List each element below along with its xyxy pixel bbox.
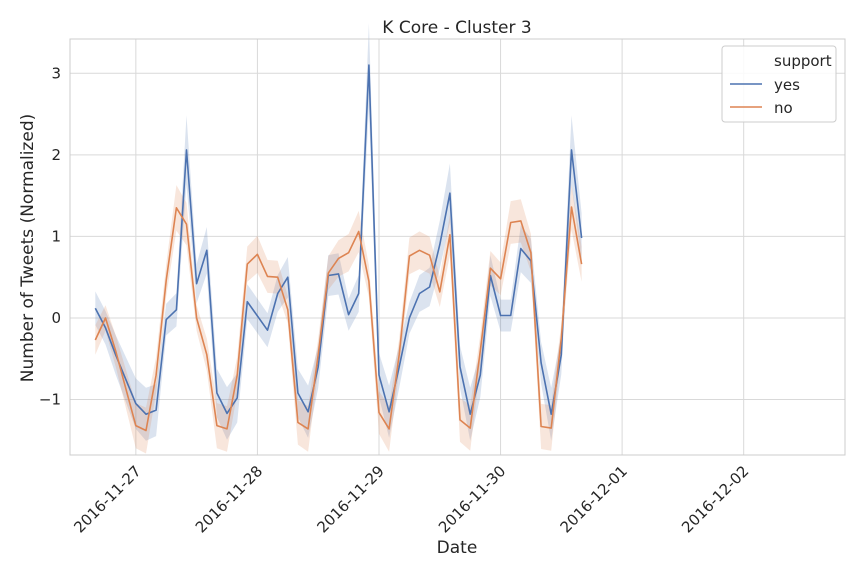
legend-entry-no: no — [774, 99, 793, 117]
series-line-no — [94, 206, 583, 432]
series-line-yes — [94, 64, 583, 416]
chart-title: K Core - Cluster 3 — [382, 18, 531, 38]
y-tick-label: 1 — [51, 227, 61, 245]
y-tick-label: 2 — [51, 146, 61, 164]
grid-lines — [70, 39, 845, 455]
x-axis-label: Date — [437, 538, 478, 558]
y-axis-label: Number of Tweets (Normalized) — [18, 114, 38, 382]
legend-title: support — [774, 52, 832, 70]
legend-entry-yes: yes — [774, 76, 800, 94]
y-tick-label: 3 — [51, 64, 61, 82]
plot-frame — [69, 38, 846, 456]
legend: support yes no — [721, 45, 837, 123]
y-tick-labels: 3 2 1 0 −1 — [39, 64, 61, 408]
legend-box — [721, 45, 837, 123]
series-lines — [94, 64, 583, 432]
y-tick-label: −1 — [39, 391, 61, 409]
y-tick-label: 0 — [51, 309, 61, 327]
